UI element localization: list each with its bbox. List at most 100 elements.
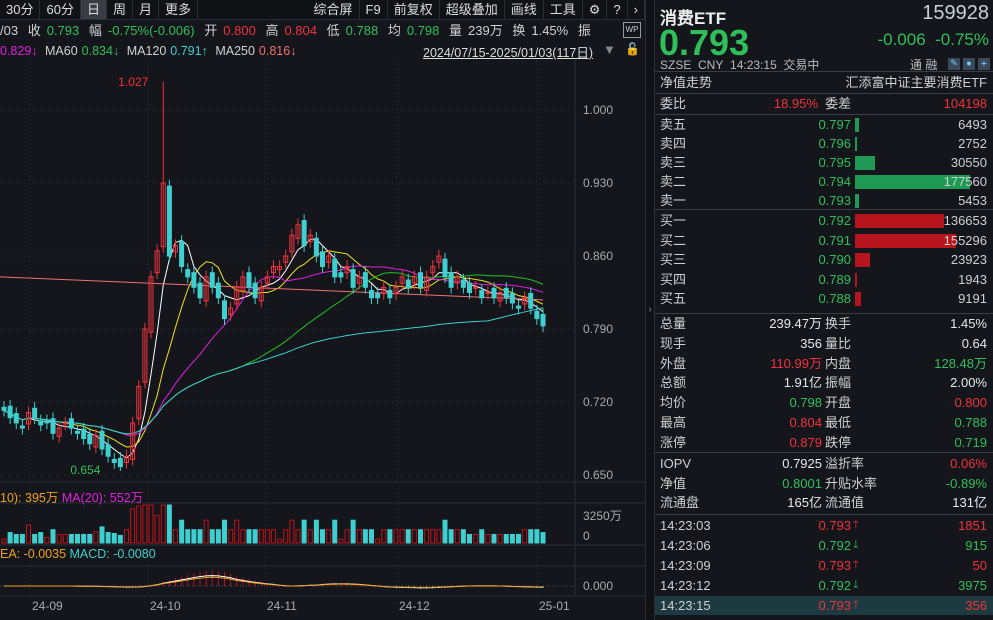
- ask-row[interactable]: 卖二 0.794 177560: [655, 172, 993, 191]
- tag-rong: 融: [925, 58, 938, 72]
- level-volume: 9191: [958, 291, 987, 306]
- ask-row[interactable]: 卖一 0.793 5453: [655, 191, 993, 210]
- volume-bar: [75, 533, 80, 544]
- candle-body: [522, 297, 528, 305]
- tool-button[interactable]: F9: [360, 0, 388, 19]
- trade-row: 14:23:15 0.793 🡑 356: [655, 596, 993, 615]
- level-price: 0.797: [818, 117, 851, 132]
- add-icon[interactable]: +: [978, 58, 990, 70]
- tool-button[interactable]: 画线: [505, 0, 544, 19]
- volume-bar: [185, 529, 191, 544]
- volume-bar: [252, 529, 258, 544]
- volume-axis-zero: 0: [583, 529, 590, 543]
- question-icon[interactable]: ?: [607, 0, 628, 19]
- volume-bar: [7, 532, 13, 544]
- volume-bar: [424, 529, 430, 544]
- gear-icon[interactable]: ⚙: [583, 0, 608, 19]
- candle-body: [497, 292, 503, 302]
- volume-bar: [117, 534, 123, 544]
- volume-bar: [56, 533, 62, 544]
- candle-body: [26, 411, 31, 425]
- volume-bar: [173, 529, 178, 544]
- period-tab[interactable]: 30分: [0, 0, 41, 19]
- candle-body: [418, 272, 423, 288]
- kline-panel: 30分 60分日周月更多 综合屏 F9 前复权 超级叠加 画线 工具 ⚙? › /03 收 0.79…: [0, 0, 645, 620]
- tool-button[interactable]: 工具: [544, 0, 583, 19]
- pencil-icon[interactable]: ✎: [948, 58, 960, 70]
- candle-body: [454, 276, 460, 284]
- candle-body: [473, 286, 479, 289]
- price-change: -0.006 -0.75%: [877, 30, 989, 50]
- stat-label: 振幅: [825, 375, 852, 391]
- bid-row[interactable]: 买二 0.791 155296: [655, 231, 993, 250]
- wp-icon[interactable]: WP: [623, 22, 641, 38]
- nav-label[interactable]: 净值走势: [660, 75, 713, 90]
- trade-volume: 3975: [958, 578, 987, 593]
- stat-row: IOPV 0.7925 溢折率 0.06%: [655, 454, 993, 473]
- candle-body: [442, 258, 448, 278]
- candle-body: [68, 418, 74, 429]
- bid-row[interactable]: 买五 0.788 9191: [655, 289, 993, 308]
- nav-trend-row[interactable]: 净值走势 汇添富中证主要消费ETF: [655, 73, 993, 92]
- lock-icon[interactable]: 🔓: [625, 42, 640, 56]
- level-label: 买一: [660, 213, 687, 228]
- candle-body: [13, 413, 19, 424]
- weidiff-label: 委差: [825, 96, 852, 111]
- arrow-down-icon: 🡓: [853, 579, 859, 591]
- candle-body: [295, 224, 301, 239]
- candle-body: [130, 422, 136, 460]
- volume-bar: [855, 175, 970, 189]
- triangle-down-icon[interactable]: ▼: [603, 42, 616, 57]
- close-value: 0.793: [46, 23, 80, 38]
- stat-value: 1.45%: [950, 316, 987, 331]
- volume-bar: [124, 529, 129, 544]
- vol-value: 239万: [468, 23, 503, 38]
- period-tab[interactable]: 日: [80, 0, 107, 19]
- tool-button[interactable]: 综合屏: [308, 0, 360, 19]
- ask-row[interactable]: 卖五 0.797 6493: [655, 115, 993, 134]
- level-volume: 136653: [943, 213, 987, 228]
- volume-axis-top: 3250万: [583, 509, 622, 523]
- bid-row[interactable]: 买四 0.789 1943: [655, 270, 993, 289]
- volume-bar: [855, 253, 871, 267]
- candle-body: [252, 282, 258, 299]
- period-tab[interactable]: 周: [107, 0, 133, 19]
- period-tab[interactable]: 更多: [159, 0, 198, 19]
- candle-body: [405, 279, 411, 288]
- kline-chart[interactable]: 1.000 0.930 0.860 0.790 0.720 0.650 24-09 24-10…: [0, 0, 645, 620]
- volume-bar: [160, 504, 166, 544]
- volume-bar: [430, 529, 436, 544]
- chg-value: -0.75%(-0.006): [107, 23, 195, 38]
- candle-body: [436, 255, 442, 263]
- stat-label: 开盘: [825, 395, 852, 411]
- avg-label: 均: [387, 23, 401, 38]
- bid-row[interactable]: 买三 0.790 23923: [655, 250, 993, 269]
- chevron-right-icon[interactable]: ›: [628, 0, 645, 19]
- candle-body: [369, 289, 374, 299]
- candle-body: [1, 406, 7, 411]
- stat-label: 流通盘: [660, 495, 700, 510]
- ask-row[interactable]: 卖三 0.795 30550: [655, 153, 993, 172]
- candle-body: [117, 457, 123, 468]
- bell-icon[interactable]: ●: [963, 58, 975, 70]
- panel-collapse-handle[interactable]: ›: [645, 0, 655, 620]
- stat-value: -0.89%: [945, 475, 987, 491]
- stat-value: 0.7925: [782, 456, 822, 471]
- trade-time: 14:23:03: [660, 518, 711, 533]
- candle-body: [75, 430, 80, 434]
- period-tab[interactable]: 60分: [40, 0, 81, 19]
- tool-button[interactable]: 超级叠加: [440, 0, 505, 19]
- candle-body: [240, 276, 246, 291]
- candle-body: [283, 255, 289, 263]
- date-range-link[interactable]: 2024/07/15-2025/01/03(117日): [423, 46, 594, 60]
- volume-bar: [50, 529, 56, 544]
- ask-row[interactable]: 卖四 0.796 2752: [655, 134, 993, 153]
- volume-bar: [258, 529, 264, 544]
- level-price: 0.791: [818, 232, 851, 248]
- bid-row[interactable]: 买一 0.792 136653: [655, 211, 993, 230]
- tool-button[interactable]: 前复权: [388, 0, 440, 19]
- volume-bar: [307, 529, 313, 544]
- level-label: 卖三: [660, 155, 687, 170]
- period-tab[interactable]: 月: [133, 0, 159, 19]
- candle-body: [38, 420, 44, 426]
